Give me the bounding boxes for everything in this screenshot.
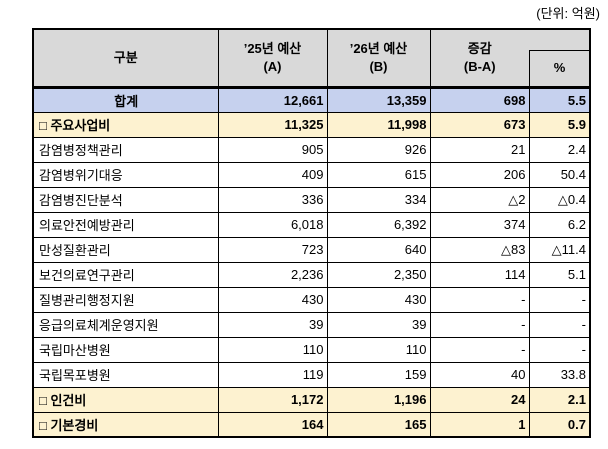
value-pct: - bbox=[528, 286, 591, 313]
table-row-section: □ 인건비 1,172 1,196 24 2.1 bbox=[32, 386, 591, 413]
value-2026: 640 bbox=[326, 236, 431, 263]
value-2025: 39 bbox=[217, 311, 328, 338]
value-diff: 673 bbox=[429, 111, 530, 138]
value-diff: - bbox=[429, 286, 530, 313]
table-row-section: □ 주요사업비 11,325 11,998 673 5.9 bbox=[32, 111, 591, 138]
table-row-section: □ 기본경비 164 165 1 0.7 bbox=[32, 411, 591, 438]
value-diff: △83 bbox=[429, 236, 530, 263]
header-budget-2025: ’25년 예산 (A) bbox=[217, 28, 328, 89]
value-2026: 159 bbox=[326, 361, 431, 388]
value-pct: △11.4 bbox=[528, 236, 591, 263]
header-diff: 증감 (B-A) bbox=[429, 28, 529, 89]
header-category: 구분 bbox=[32, 28, 219, 89]
value-pct: 2.4 bbox=[528, 136, 591, 163]
header-pct: % bbox=[529, 28, 591, 89]
value-2026: 11,998 bbox=[326, 111, 431, 138]
value-diff: 206 bbox=[429, 161, 530, 188]
value-2025: 119 bbox=[217, 361, 328, 388]
row-label: 감염병위기대응 bbox=[32, 161, 219, 188]
value-2025: 2,236 bbox=[217, 261, 328, 288]
row-label: 응급의료체계운영지원 bbox=[32, 311, 219, 338]
value-diff: - bbox=[429, 311, 530, 338]
value-2026: 615 bbox=[326, 161, 431, 188]
row-label: 감염병정책관리 bbox=[32, 136, 219, 163]
header-row: 구분 ’25년 예산 (A) ’26년 예산 (B) 증감 (B-A) % bbox=[32, 28, 591, 89]
value-2025: 409 bbox=[217, 161, 328, 188]
value-2025: 110 bbox=[217, 336, 328, 363]
table-row: 보건의료연구관리 2,236 2,350 114 5.1 bbox=[32, 261, 591, 288]
value-2026: 2,350 bbox=[326, 261, 431, 288]
table-row: 국립마산병원 110 110 - - bbox=[32, 336, 591, 363]
value-diff: 698 bbox=[429, 86, 530, 113]
table-row: 감염병정책관리 905 926 21 2.4 bbox=[32, 136, 591, 163]
value-pct: 50.4 bbox=[528, 161, 591, 188]
row-label: 의료안전예방관리 bbox=[32, 211, 219, 238]
row-label: 질병관리행정지원 bbox=[32, 286, 219, 313]
value-pct: - bbox=[528, 311, 591, 338]
header-budget-2026: ’26년 예산 (B) bbox=[326, 28, 431, 89]
value-diff: - bbox=[429, 336, 530, 363]
row-label: 만성질환관리 bbox=[32, 236, 219, 263]
value-2025: 12,661 bbox=[217, 86, 328, 113]
table-row: 국립목포병원 119 159 40 33.8 bbox=[32, 361, 591, 388]
table-row: 응급의료체계운영지원 39 39 - - bbox=[32, 311, 591, 338]
value-pct: 2.1 bbox=[528, 386, 591, 413]
row-label: 국립마산병원 bbox=[32, 336, 219, 363]
value-diff: 24 bbox=[429, 386, 530, 413]
value-pct: 33.8 bbox=[528, 361, 591, 388]
table-row: 만성질환관리 723 640 △83 △11.4 bbox=[32, 236, 591, 263]
value-2025: 336 bbox=[217, 186, 328, 213]
value-2026: 6,392 bbox=[326, 211, 431, 238]
row-label: 보건의료연구관리 bbox=[32, 261, 219, 288]
value-2025: 1,172 bbox=[217, 386, 328, 413]
value-pct: 0.7 bbox=[528, 411, 591, 438]
value-2026: 1,196 bbox=[326, 386, 431, 413]
value-2025: 905 bbox=[217, 136, 328, 163]
value-2025: 6,018 bbox=[217, 211, 328, 238]
value-diff: 21 bbox=[429, 136, 530, 163]
value-pct: 5.9 bbox=[528, 111, 591, 138]
budget-table: 구분 ’25년 예산 (A) ’26년 예산 (B) 증감 (B-A) % 합계… bbox=[32, 28, 591, 438]
table-row: 질병관리행정지원 430 430 - - bbox=[32, 286, 591, 313]
table-row-total: 합계 12,661 13,359 698 5.5 bbox=[32, 86, 591, 113]
value-2026: 926 bbox=[326, 136, 431, 163]
value-pct: △0.4 bbox=[528, 186, 591, 213]
value-2026: 39 bbox=[326, 311, 431, 338]
value-diff: 1 bbox=[429, 411, 530, 438]
row-label: 감염병진단분석 bbox=[32, 186, 219, 213]
table-row: 감염병진단분석 336 334 △2 △0.4 bbox=[32, 186, 591, 213]
row-label: 합계 bbox=[32, 86, 219, 113]
value-pct: - bbox=[528, 336, 591, 363]
value-2026: 430 bbox=[326, 286, 431, 313]
table-row: 의료안전예방관리 6,018 6,392 374 6.2 bbox=[32, 211, 591, 238]
value-diff: 374 bbox=[429, 211, 530, 238]
value-diff: △2 bbox=[429, 186, 530, 213]
row-label: □ 주요사업비 bbox=[32, 111, 219, 138]
value-pct: 5.5 bbox=[528, 86, 591, 113]
row-label: □ 인건비 bbox=[32, 386, 219, 413]
value-2025: 11,325 bbox=[217, 111, 328, 138]
value-diff: 114 bbox=[429, 261, 530, 288]
value-pct: 5.1 bbox=[528, 261, 591, 288]
value-2026: 110 bbox=[326, 336, 431, 363]
value-2025: 723 bbox=[217, 236, 328, 263]
pct-header-box: % bbox=[529, 50, 589, 86]
row-label: 국립목포병원 bbox=[32, 361, 219, 388]
value-2026: 13,359 bbox=[326, 86, 431, 113]
value-2026: 165 bbox=[326, 411, 431, 438]
value-2025: 430 bbox=[217, 286, 328, 313]
unit-label: (단위: 억원) bbox=[536, 6, 600, 21]
value-diff: 40 bbox=[429, 361, 530, 388]
value-2025: 164 bbox=[217, 411, 328, 438]
row-label: □ 기본경비 bbox=[32, 411, 219, 438]
value-2026: 334 bbox=[326, 186, 431, 213]
table-row: 감염병위기대응 409 615 206 50.4 bbox=[32, 161, 591, 188]
value-pct: 6.2 bbox=[528, 211, 591, 238]
